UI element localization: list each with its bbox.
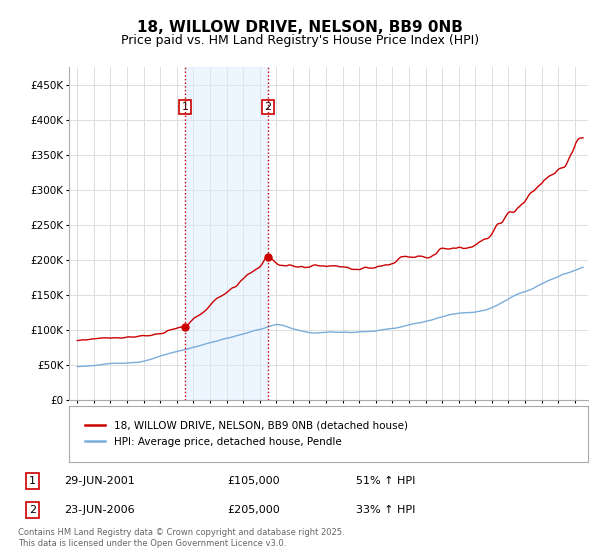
Text: Contains HM Land Registry data © Crown copyright and database right 2025.
This d: Contains HM Land Registry data © Crown c…	[18, 528, 344, 548]
Bar	[185, 67, 268, 400]
Text: 18, WILLOW DRIVE, NELSON, BB9 0NB: 18, WILLOW DRIVE, NELSON, BB9 0NB	[137, 20, 463, 35]
Text: 1: 1	[29, 476, 36, 486]
Text: £105,000: £105,000	[227, 476, 280, 486]
Text: 23-JUN-2006: 23-JUN-2006	[65, 505, 135, 515]
Text: £205,000: £205,000	[227, 505, 280, 515]
Text: Price paid vs. HM Land Registry's House Price Index (HPI): Price paid vs. HM Land Registry's House …	[121, 34, 479, 46]
Text: 29-JUN-2001: 29-JUN-2001	[65, 476, 136, 486]
Text: 51% ↑ HPI: 51% ↑ HPI	[356, 476, 415, 486]
Text: 2: 2	[29, 505, 36, 515]
Text: 2: 2	[265, 102, 272, 112]
Text: 33% ↑ HPI: 33% ↑ HPI	[356, 505, 415, 515]
Legend: 18, WILLOW DRIVE, NELSON, BB9 0NB (detached house), HPI: Average price, detached: 18, WILLOW DRIVE, NELSON, BB9 0NB (detac…	[79, 416, 413, 452]
Text: 1: 1	[182, 102, 188, 112]
